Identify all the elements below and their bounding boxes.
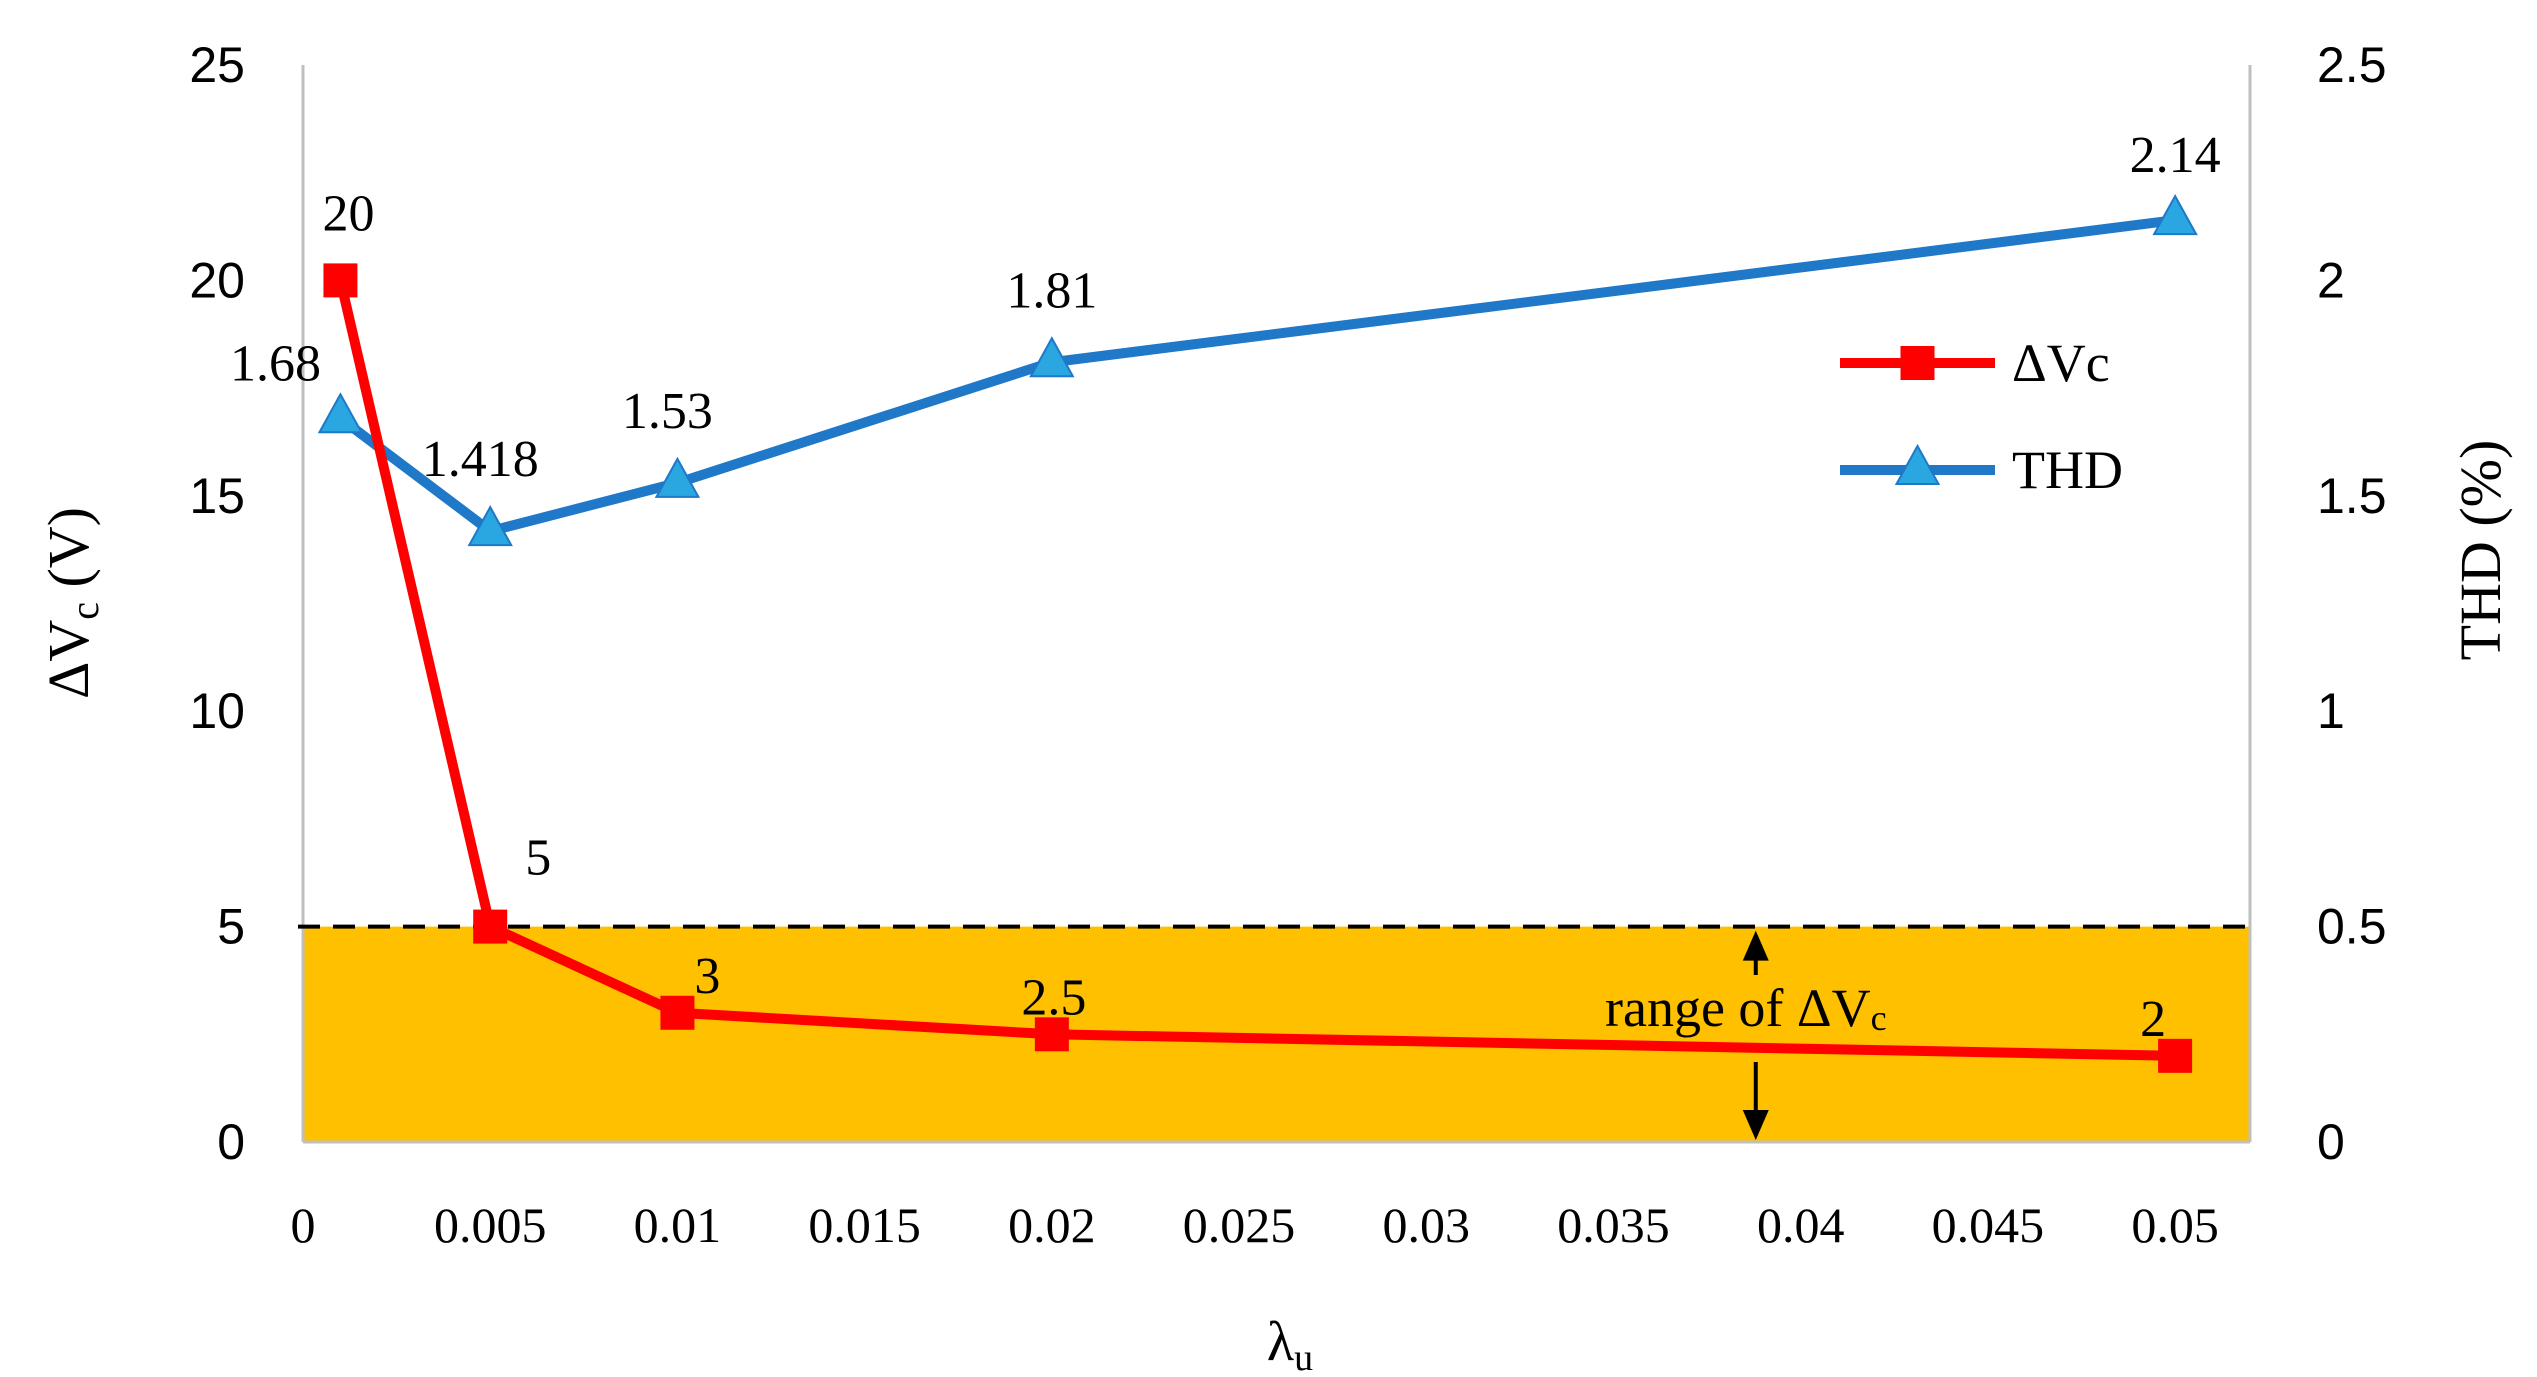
thd-data-label: 1.81 bbox=[1006, 262, 1097, 319]
y-right-tick-label: 2 bbox=[2317, 252, 2345, 308]
y-right-tick-label: 2.5 bbox=[2317, 37, 2387, 93]
y-right-tick-label: 1.5 bbox=[2317, 468, 2387, 524]
x-tick-label: 0.05 bbox=[2131, 1197, 2219, 1253]
x-tick-label: 0.045 bbox=[1932, 1197, 2045, 1253]
y-left-title-delta: ΔV bbox=[36, 620, 101, 699]
thd-data-label: 1.68 bbox=[230, 335, 321, 392]
x-tick-label: 0 bbox=[291, 1197, 316, 1253]
x-tick-label: 0.03 bbox=[1383, 1197, 1471, 1253]
dvc-data-label: 3 bbox=[694, 948, 720, 1005]
x-axis-title-main: λ bbox=[1267, 1311, 1294, 1373]
dvc-point-marker bbox=[660, 995, 695, 1030]
legend-thd-marker bbox=[1894, 443, 1941, 485]
y-right-axis-title: THD (%) bbox=[2448, 440, 2513, 661]
legend-thd-label: THD bbox=[2012, 440, 2123, 500]
range-label-main: range of ΔV bbox=[1605, 978, 1871, 1038]
x-tick-label: 0.02 bbox=[1008, 1197, 1096, 1253]
x-tick-label: 0.01 bbox=[634, 1197, 722, 1253]
x-tick-label: 0.025 bbox=[1183, 1197, 1296, 1253]
x-axis-title-sub: u bbox=[1294, 1337, 1313, 1377]
dvc-data-label: 5 bbox=[525, 830, 551, 887]
y-left-axis-title: ΔVc (V) bbox=[36, 507, 107, 699]
y-left-tick-label: 0 bbox=[217, 1114, 245, 1170]
thd-data-label: 1.418 bbox=[422, 431, 539, 488]
y-left-tick-label: 5 bbox=[217, 899, 245, 955]
thd-data-label: 1.53 bbox=[622, 383, 713, 440]
dvc-point-marker bbox=[323, 263, 358, 298]
thd-point-marker bbox=[2152, 194, 2198, 236]
range-label-sub: c bbox=[1871, 998, 1887, 1038]
y-right-tick-label: 0.5 bbox=[2317, 899, 2387, 955]
x-tick-label: 0.005 bbox=[434, 1197, 547, 1253]
y-left-title-rest: (V) bbox=[36, 507, 101, 602]
x-tick-label: 0.035 bbox=[1557, 1197, 1670, 1253]
dvc-point-marker bbox=[2158, 1038, 2193, 1073]
y-left-tick-label: 10 bbox=[189, 683, 245, 739]
legend-dvc-marker bbox=[1900, 346, 1935, 380]
thd-point-marker bbox=[654, 456, 701, 498]
range-arrow-down-head bbox=[1742, 1110, 1769, 1140]
y-left-title-sub: c bbox=[62, 602, 107, 620]
thd-point-marker bbox=[467, 505, 513, 547]
thd-point-marker bbox=[317, 392, 364, 434]
range-arrow-up-head bbox=[1742, 930, 1769, 961]
dvc-point-marker bbox=[1034, 1017, 1069, 1052]
thd-point-marker bbox=[1029, 336, 1075, 378]
dvc-data-label: 20 bbox=[322, 185, 374, 242]
x-axis-title: λu bbox=[1267, 1311, 1313, 1377]
thd-data-label: 2.14 bbox=[2130, 127, 2221, 184]
y-left-tick-label: 20 bbox=[189, 252, 245, 308]
legend-dvc-label: ΔVc bbox=[2012, 333, 2110, 393]
range-label: range of ΔVc bbox=[1605, 978, 1887, 1038]
x-tick-label: 0.015 bbox=[808, 1197, 921, 1253]
y-left-tick-label: 25 bbox=[189, 37, 245, 93]
dvc-data-label: 2.5 bbox=[1021, 969, 1086, 1026]
y-right-tick-label: 0 bbox=[2317, 1114, 2345, 1170]
dvc-data-label: 2 bbox=[2140, 991, 2166, 1048]
dvc-point-marker bbox=[473, 909, 508, 944]
y-left-tick-label: 15 bbox=[189, 468, 245, 524]
x-tick-label: 0.04 bbox=[1757, 1197, 1845, 1253]
y-right-tick-label: 1 bbox=[2317, 683, 2345, 739]
